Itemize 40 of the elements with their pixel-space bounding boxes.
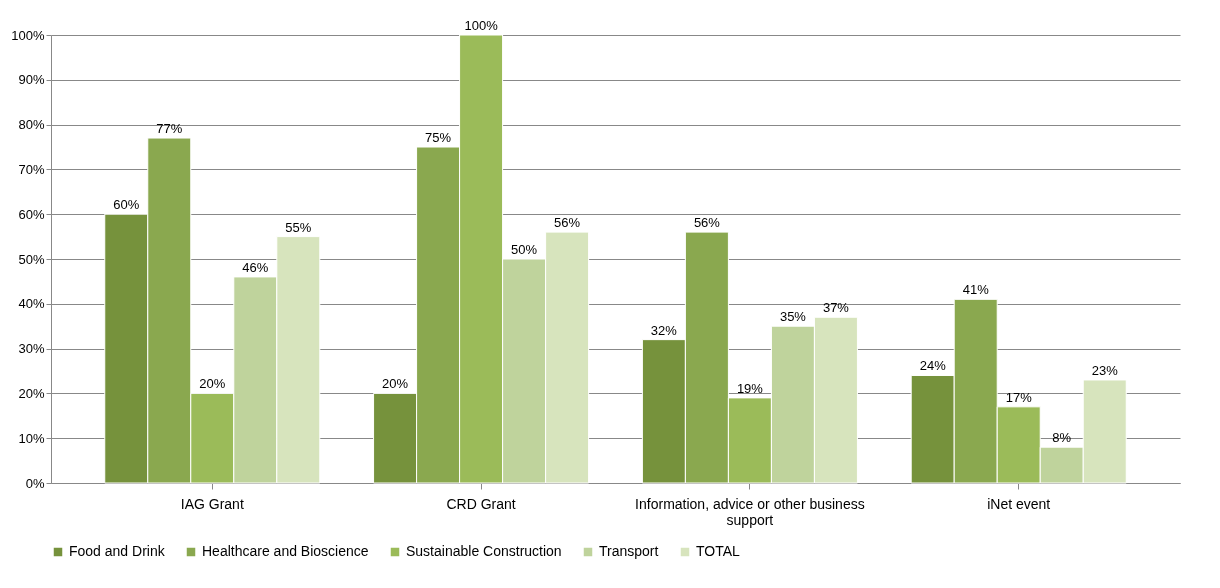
data-label: 77% (156, 121, 183, 137)
y-tick-label: 10% (18, 430, 45, 446)
data-label: 56% (554, 215, 581, 231)
data-label: 100% (464, 18, 499, 33)
data-label: 17% (1005, 389, 1033, 405)
data-label: 75% (425, 130, 452, 145)
data-label: 41% (962, 282, 990, 298)
y-tick-label: 60% (18, 206, 45, 222)
legend-label: Sustainable Construction (406, 543, 562, 559)
data-label: 55% (285, 219, 312, 235)
x-tick-label: CRD Grant (446, 495, 516, 512)
y-tick-label: 30% (18, 341, 45, 357)
data-label: 32% (650, 322, 678, 338)
data-label: 35% (779, 309, 807, 325)
y-tick-label: 90% (18, 72, 45, 88)
legend-label: Food and Drink (69, 543, 166, 559)
y-tick-label: 50% (18, 251, 45, 267)
data-label: 37% (822, 300, 850, 316)
x-tick-label: IAG Grant (180, 495, 244, 512)
x-tick-label: iNet event (987, 495, 1051, 512)
y-tick-label: 70% (18, 161, 45, 177)
data-label: 56% (693, 215, 721, 231)
y-tick-label: 0% (25, 475, 45, 491)
legend-label: Transport (599, 543, 659, 559)
legend-label: Healthcare and Bioscience (202, 543, 369, 559)
data-label: 8% (1052, 430, 1072, 446)
x-tick-label: Information, advice or other business support (635, 495, 865, 528)
y-tick-label: 100% (11, 27, 45, 43)
data-label: 23% (1091, 362, 1119, 378)
data-label: 24% (919, 358, 947, 374)
data-label: 46% (242, 259, 269, 275)
y-tick-label: 80% (18, 117, 45, 133)
data-label: 19% (736, 380, 764, 396)
data-label: 20% (382, 376, 409, 392)
data-label: 60% (113, 197, 140, 213)
data-label: 20% (199, 376, 226, 392)
data-label: 50% (511, 242, 538, 257)
legend-label: TOTAL (696, 543, 741, 559)
y-tick-label: 20% (18, 385, 45, 401)
y-tick-label: 40% (18, 296, 45, 312)
